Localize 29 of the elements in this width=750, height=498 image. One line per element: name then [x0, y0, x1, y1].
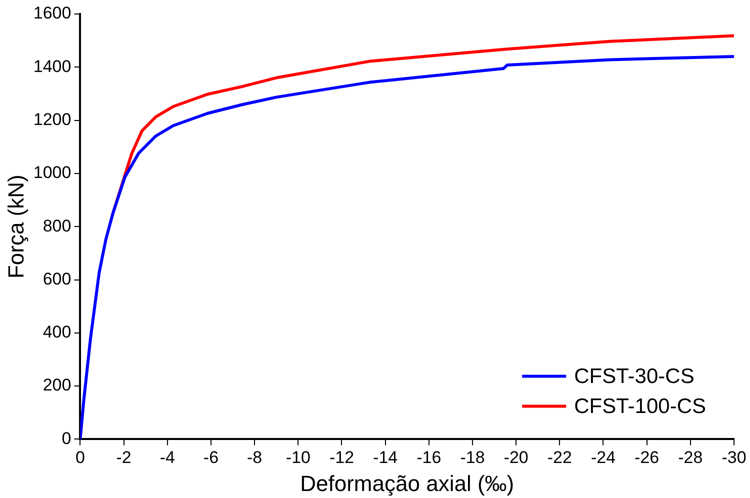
- x-tick-label: -12: [329, 448, 354, 468]
- x-tick-label: -4: [160, 448, 175, 468]
- x-tick-label: 0: [75, 448, 85, 468]
- x-tick-label: -24: [590, 448, 616, 468]
- y-tick-label: 800: [42, 216, 72, 236]
- y-tick-label: 1200: [33, 110, 72, 129]
- y-axis-title: Força (kN): [3, 174, 28, 279]
- x-tick-label: -10: [286, 448, 310, 468]
- y-tick-label: 1000: [33, 163, 72, 182]
- legend-label: CFST-30-CS: [574, 364, 694, 388]
- x-tick-label: -28: [678, 448, 703, 468]
- x-tick-label: -26: [634, 448, 660, 468]
- legend-label: CFST-100-CS: [574, 394, 706, 418]
- x-tick-label: -6: [203, 448, 219, 468]
- x-tick-label: -14: [373, 448, 398, 468]
- y-tick-label: 1600: [33, 4, 72, 23]
- x-tick-label: -8: [247, 448, 262, 468]
- y-tick-label: 400: [42, 322, 72, 342]
- x-tick-label: -2: [116, 448, 132, 468]
- x-tick-label: -18: [460, 448, 485, 468]
- y-tick-label: 1400: [33, 56, 72, 76]
- x-tick-label: -22: [547, 448, 572, 468]
- y-tick-label: 200: [42, 376, 72, 395]
- x-axis-title: Deformação axial (‰): [300, 470, 514, 496]
- y-tick-label: 0: [62, 428, 72, 448]
- x-tick-label: -20: [504, 448, 528, 468]
- x-tick-label: -16: [416, 448, 442, 468]
- y-tick-label: 600: [42, 269, 72, 288]
- x-tick-label: -30: [722, 448, 746, 468]
